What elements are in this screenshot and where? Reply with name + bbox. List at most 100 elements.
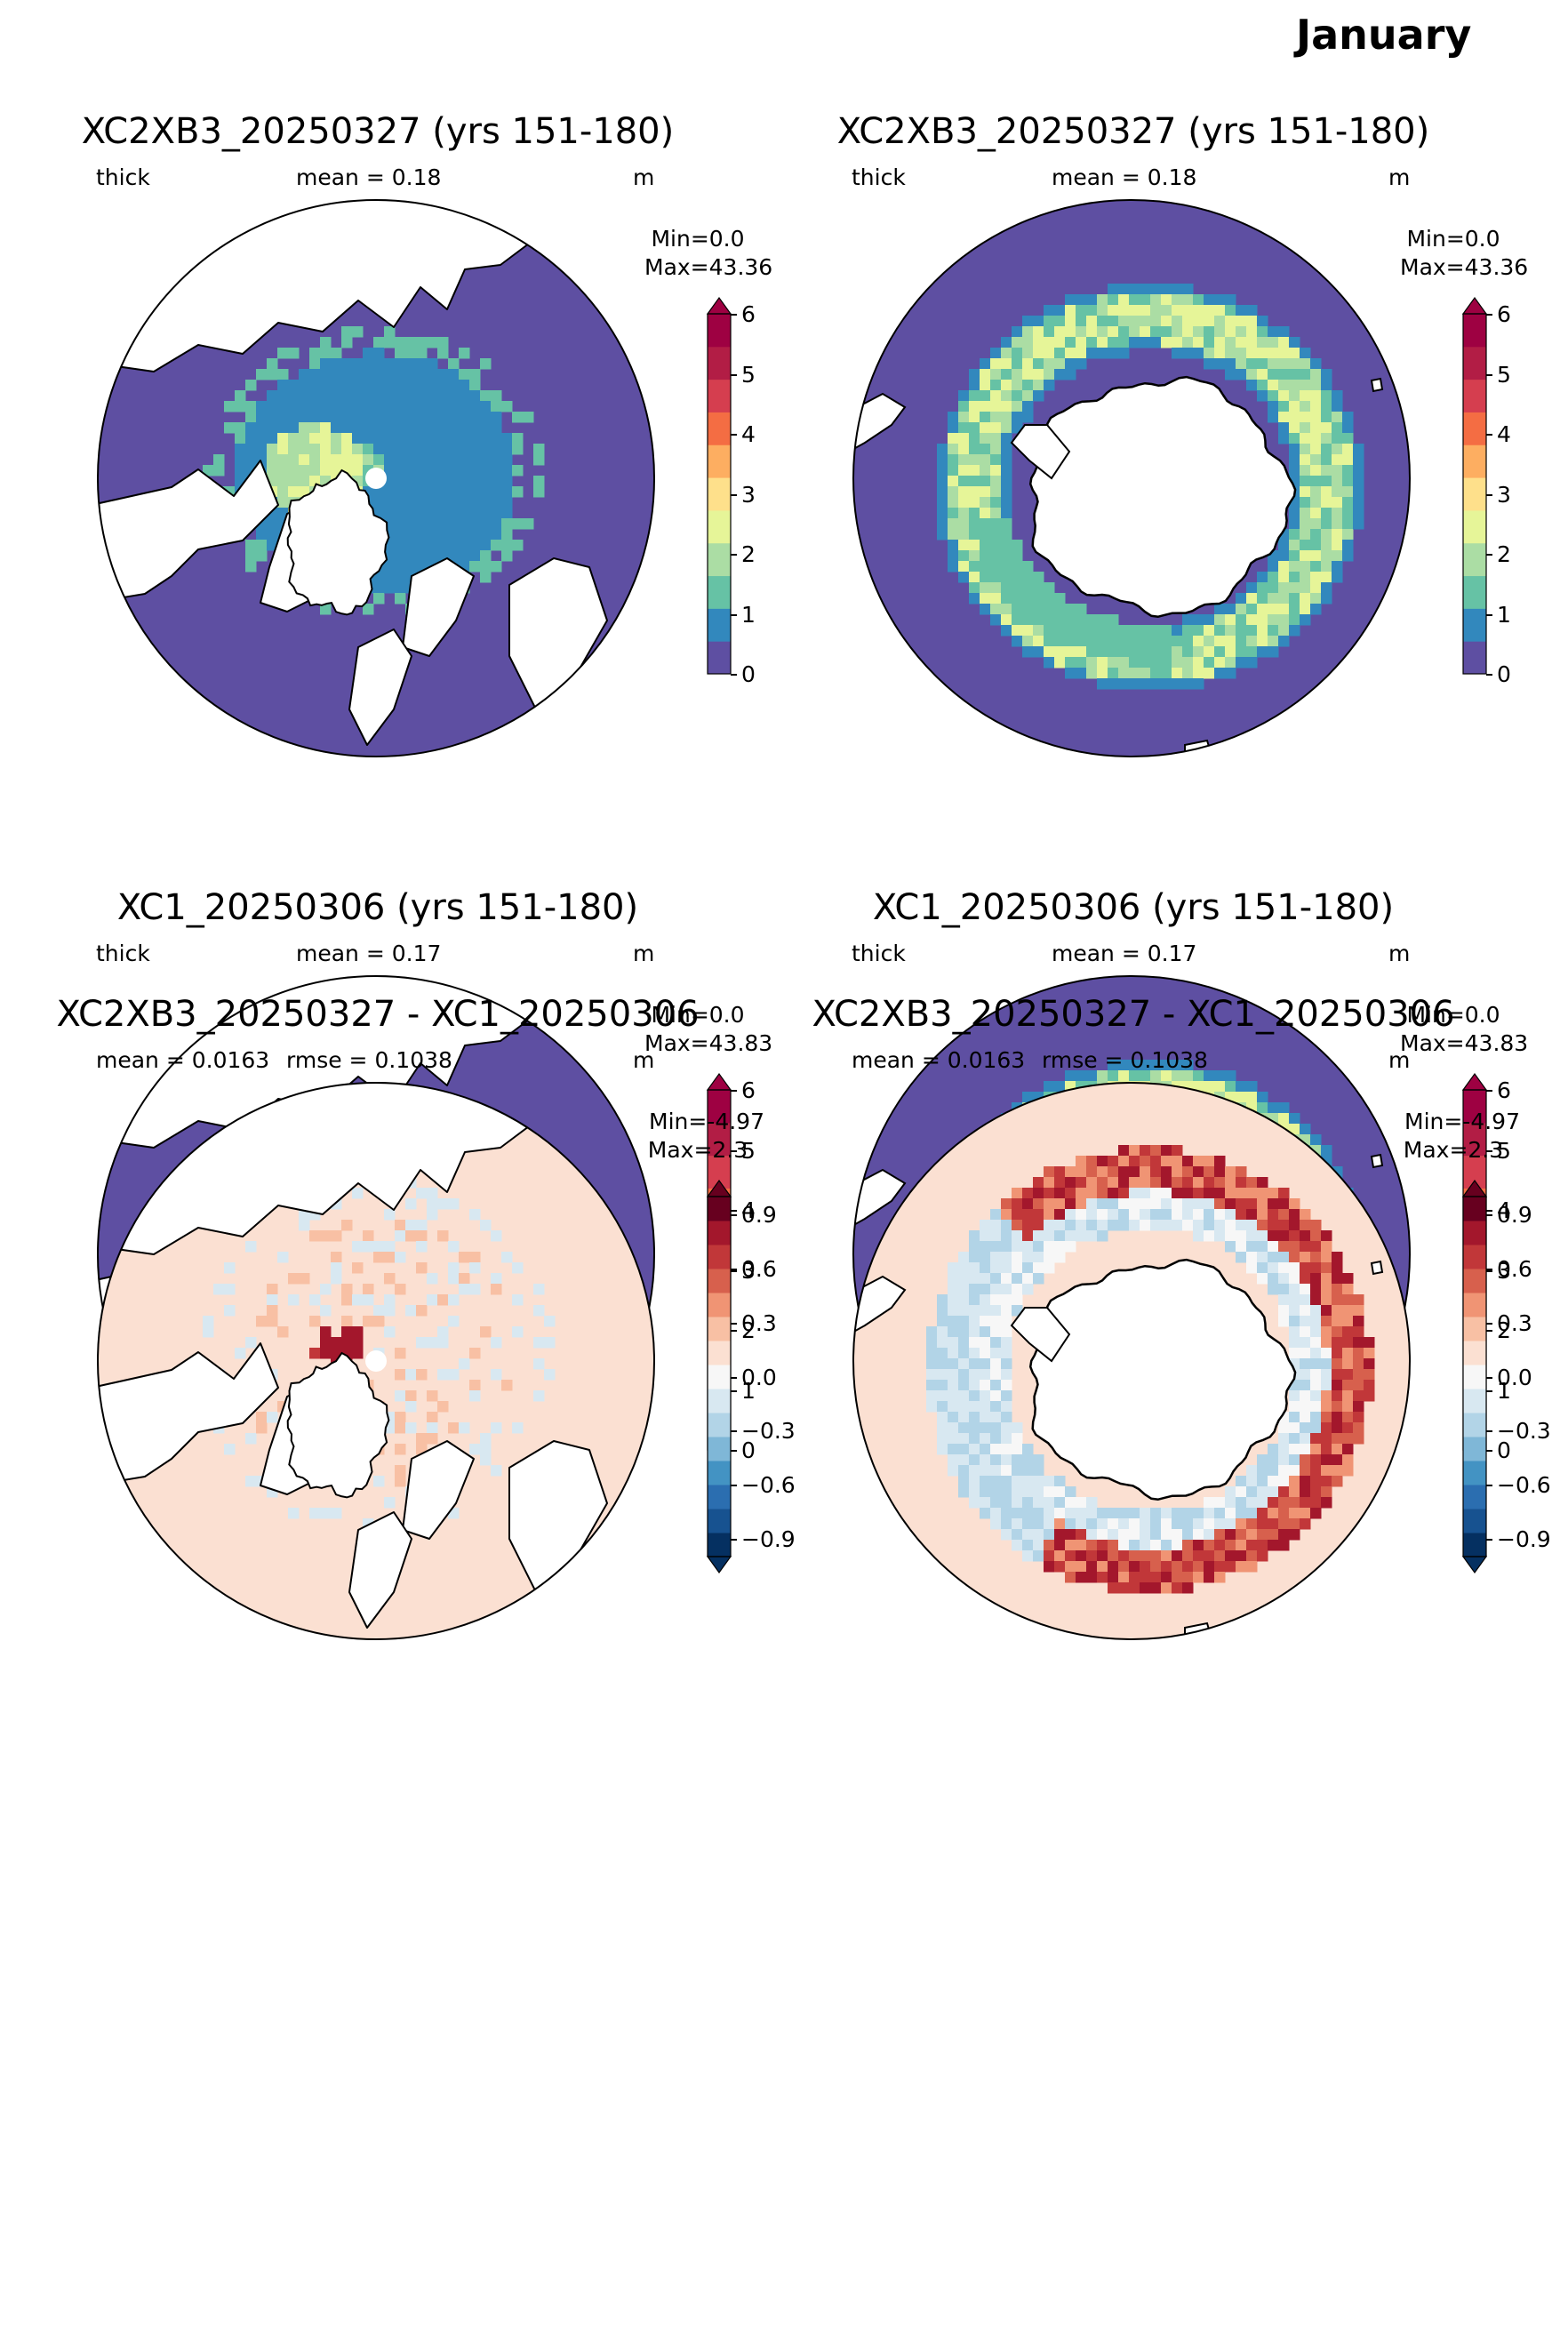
field-cell [1289,1412,1300,1423]
field-cell [491,412,502,423]
field-cell [1129,1529,1140,1541]
field-cell [1257,390,1268,402]
field-cell [1044,604,1055,615]
field-cell [948,1358,959,1370]
field-cell [427,465,438,476]
field-cell [1310,1508,1322,1519]
field-cell [1204,657,1215,669]
field-cell [427,1188,438,1199]
field-cell [1310,1220,1322,1231]
field-cell [416,508,428,519]
field-cell [384,358,396,370]
field-cell [1310,1422,1322,1434]
field-cell [267,454,278,466]
field-cell [1161,1156,1172,1167]
field-cell [1342,476,1354,487]
field-cell [969,593,980,605]
field-cell [1214,646,1226,658]
field-cell [1300,529,1311,540]
colorbar-extend-min [1461,1556,1488,1574]
field-cell [1321,1422,1332,1434]
field-cell [1161,1188,1172,1199]
field-cell [320,1326,332,1338]
field-cell [1054,646,1066,658]
field-cell [491,561,502,572]
field-cell [256,540,268,551]
field-cell [459,486,470,498]
field-cell [1044,1177,1055,1189]
field-cell [267,1294,278,1306]
colorbar-tick-label: 4 [741,421,756,447]
field-cell [203,1316,214,1327]
field-cell [1044,1497,1055,1509]
field-cell [395,401,406,412]
field-cell [1022,1273,1034,1285]
field-cell [1321,1241,1332,1253]
field-cell [1033,1508,1044,1519]
field-cell [1097,1198,1108,1210]
field-cell [501,401,513,412]
subtitle-center: rmse = 0.1038 [1042,1047,1208,1073]
field-cell [1321,1412,1332,1423]
colorbar-tick-label: 0.0 [1497,1364,1532,1390]
field-cell [309,444,321,455]
field-cell [373,358,385,370]
field-cell [980,518,991,530]
field-cell [1065,636,1076,647]
field-cell [459,1358,470,1370]
field-cell [1353,1412,1364,1423]
field-cell [958,1326,970,1338]
field-cell [948,1444,959,1455]
field-cell [1129,1561,1140,1573]
field-cell [1044,1550,1055,1562]
field-cell [1246,582,1258,594]
field-cell [969,1294,980,1306]
field-cell [277,401,289,412]
colorbar-tick-mark [1486,1269,1492,1272]
colorbar-tick-mark [1486,1214,1492,1217]
field-cell [1300,1454,1311,1466]
field-cell [469,1390,481,1402]
colorbar-tick-mark [1486,554,1492,556]
field-cell [1044,625,1055,637]
field-cell [1300,1518,1311,1530]
field-cell [427,1412,438,1423]
colorbar-segment [708,1365,731,1389]
field-cell [1033,358,1044,370]
field-cell [469,454,481,466]
field-cell [948,561,959,572]
field-cell [320,604,332,615]
field-cell [469,380,481,391]
field-cell [1108,1209,1119,1221]
field-cell [501,550,513,562]
field-cell [1342,497,1354,508]
colorbar-segment [708,1245,731,1269]
field-cell [1310,1476,1322,1487]
field-cell [352,1241,364,1253]
field-cell [958,1465,970,1477]
field-cell [491,465,502,476]
field-cell [331,433,342,444]
field-cell [1193,1166,1204,1178]
field-cell [1246,1486,1258,1498]
field-cell [1129,1198,1140,1210]
field-cell [969,1262,980,1274]
field-cell [448,529,460,540]
field-cell [1022,358,1034,370]
field-cell [1161,1508,1172,1519]
field-cell [1236,1081,1247,1093]
field-cell [1246,1209,1258,1221]
field-cell [1044,1540,1055,1551]
field-cell [1268,1241,1279,1253]
field-cell [1182,636,1194,647]
field-cell [1086,1550,1098,1562]
field-cell [980,1294,991,1306]
field-cell [1012,326,1023,338]
field-cell [459,444,470,455]
field-cell [1268,604,1279,615]
field-cell [448,550,460,562]
field-cell [459,529,470,540]
field-cell [1257,348,1268,359]
field-cell [1310,358,1322,370]
field-cell [1268,636,1279,647]
